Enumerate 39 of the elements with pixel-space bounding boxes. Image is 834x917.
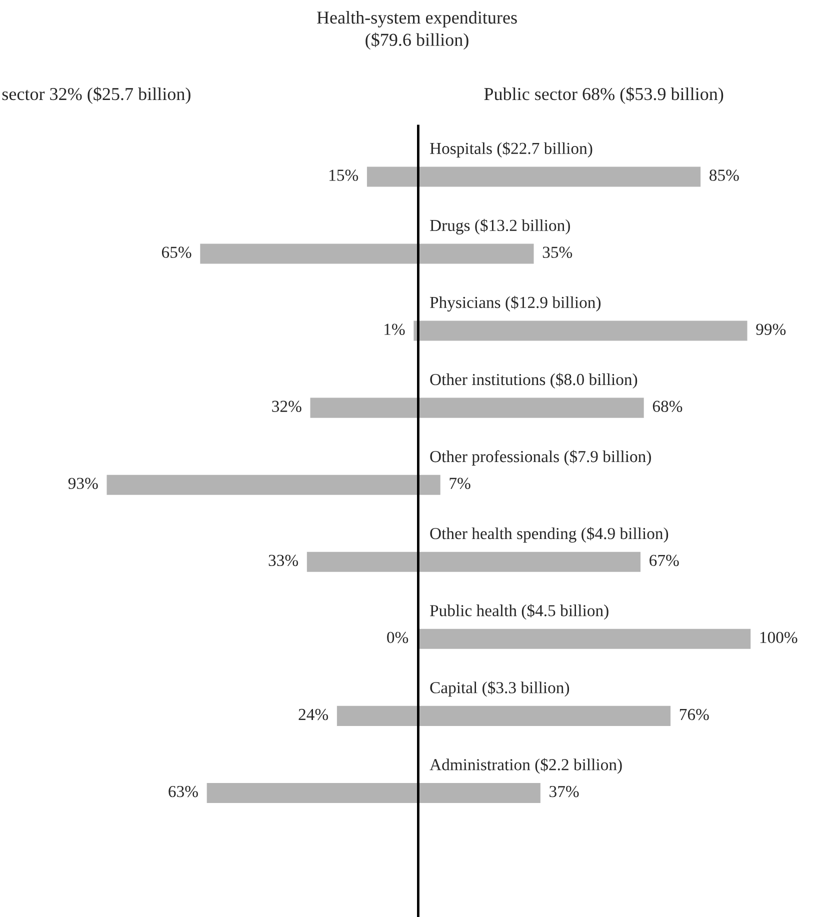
data-label: 65%: [162, 246, 192, 258]
y-tick-label: Public health ($4.5 billion): [430, 604, 608, 620]
data-label: 0%: [387, 632, 408, 644]
bar: [106, 474, 417, 495]
y-tick-label: Hospitals ($22.7 billion): [430, 142, 592, 158]
chart-subtitle: Public sector 68% ($53.9 billion): [484, 86, 724, 104]
data-label: 24%: [298, 708, 328, 720]
bar: [414, 320, 417, 341]
y-tick-label: Administration ($2.2 billion): [430, 758, 622, 774]
data-label: 67%: [650, 554, 679, 566]
data-label: 68%: [652, 400, 682, 412]
bar: [306, 552, 417, 572]
data-label: 85%: [710, 170, 739, 181]
data-label: 32%: [272, 400, 302, 412]
y-tick-label: Drugs ($13.2 billion): [430, 218, 570, 234]
data-label: 35%: [542, 246, 572, 258]
bar: [310, 398, 417, 418]
data-label: 37%: [550, 786, 579, 798]
y-tick-label: Other institutions ($8.0 billion): [430, 372, 638, 389]
bar: [366, 166, 417, 187]
y-tick-label: Other professionals ($7.9 billion): [430, 450, 651, 466]
data-label: 63%: [168, 786, 198, 798]
chart-title: Health-system expenditures ($79.6 billion): [316, 11, 517, 50]
data-label: 100%: [760, 632, 798, 644]
data-label: 15%: [330, 170, 358, 181]
bar: [206, 782, 417, 803]
y-tick-label: Physicians ($12.9 billion): [430, 296, 601, 312]
data-label: 33%: [268, 554, 298, 566]
bar: [336, 706, 417, 726]
bar: [200, 244, 417, 264]
data-label: 99%: [756, 324, 786, 336]
y-tick-label: Capital ($3.3 billion): [430, 681, 570, 697]
data-label: 7%: [450, 478, 470, 490]
data-label: 1%: [384, 324, 405, 336]
data-label: 93%: [68, 478, 98, 490]
chart-subtitle: sector 32% ($25.7 billion): [2, 86, 190, 104]
data-label: 76%: [680, 708, 709, 720]
bar: [417, 628, 751, 649]
y-tick-label: Other health spending ($4.9 billion): [430, 526, 668, 543]
